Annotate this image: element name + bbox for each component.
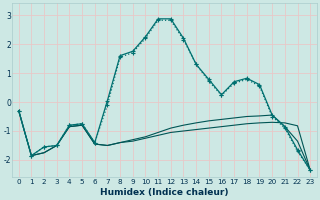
- X-axis label: Humidex (Indice chaleur): Humidex (Indice chaleur): [100, 188, 229, 197]
